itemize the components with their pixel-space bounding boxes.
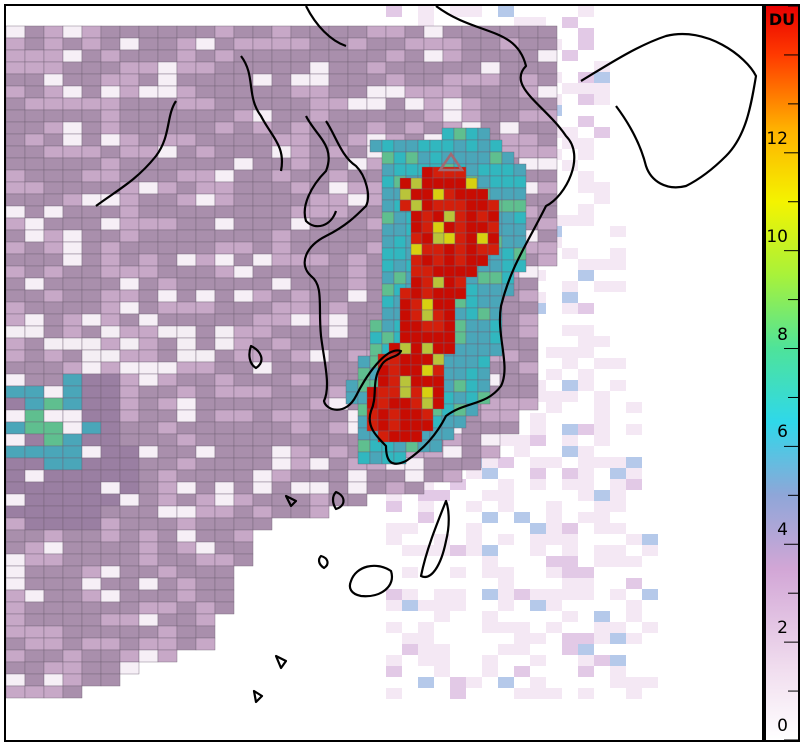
coastline [240,55,284,172]
colorbar-tick-label: 2 [777,618,788,639]
coastline [284,494,298,508]
pixel-grid [6,6,658,699]
so2-map [6,6,758,704]
colorbar-tick-label: 6 [777,422,788,443]
coastlines [95,6,758,704]
coastline [305,6,347,48]
coastline [419,499,450,579]
coastline [348,564,394,598]
volcano-marker-icon [437,151,465,172]
coastline [95,100,177,207]
colorbar-tick-label: 10 [766,226,788,247]
colorbar: DU 0 2 4 6 8 10 12 [764,4,800,742]
colorbar-tick-label: 4 [777,520,788,541]
colorbar-unit-label: DU [768,10,796,29]
colorbar-gradient [766,6,798,740]
coastline [331,490,345,511]
coastline [580,33,758,189]
coastline [252,689,264,704]
coastline [303,115,338,228]
map-panel [4,4,764,742]
coastline [303,6,576,465]
colorbar-tick-label: 0 [777,716,788,736]
coastline [317,554,329,570]
colorbar-fill [766,6,798,740]
colorbar-tick-label: 8 [777,324,788,345]
coastline [248,344,263,370]
colorbar-tick-label: 12 [766,128,788,149]
coastline [274,654,288,670]
